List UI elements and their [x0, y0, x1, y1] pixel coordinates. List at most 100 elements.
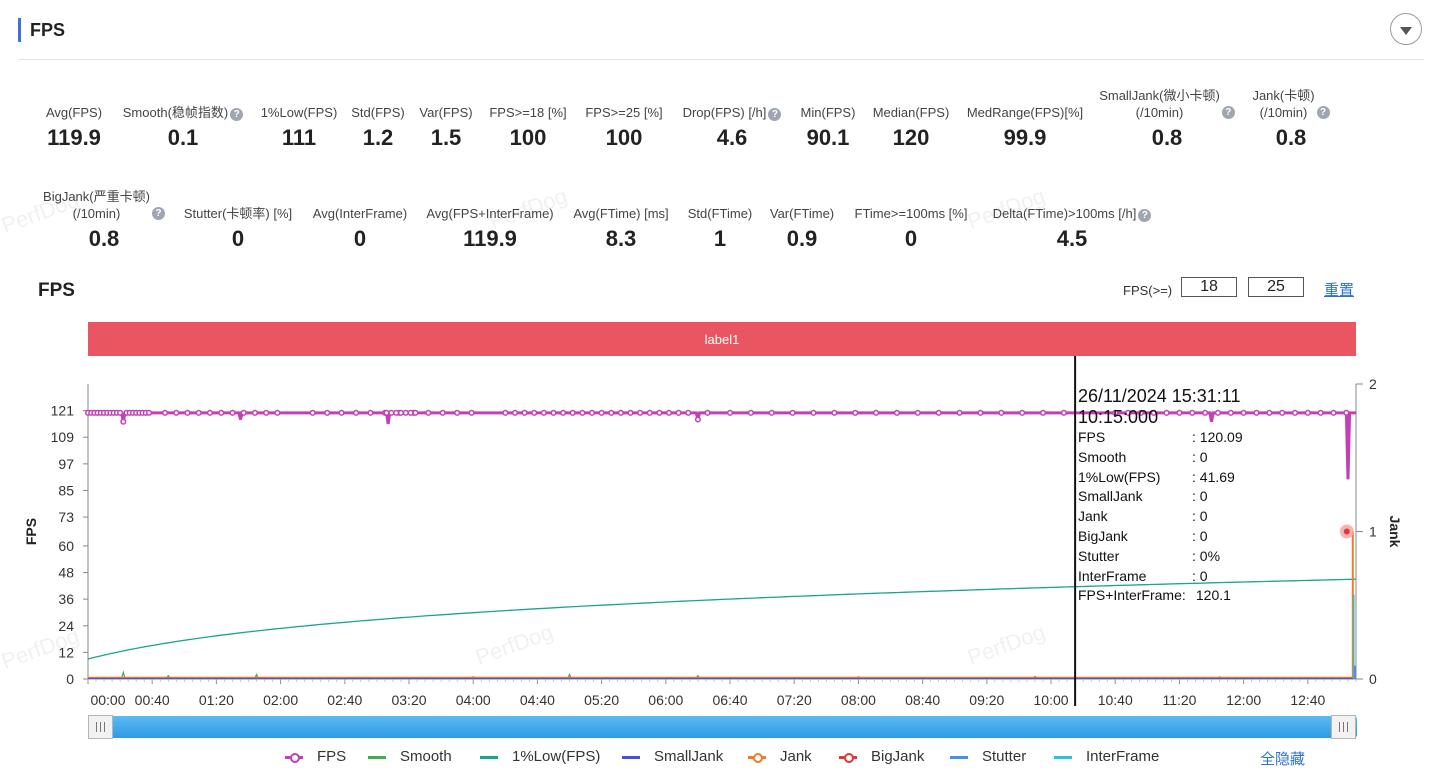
fps-data-point — [665, 409, 673, 416]
legend-label: InterFrame — [1086, 748, 1160, 765]
fps-data-point — [407, 409, 414, 416]
x-tick-label: 00:40 — [135, 692, 170, 708]
stat-label: FTime>=100ms [%] — [854, 206, 968, 221]
fps-data-point — [637, 409, 644, 416]
fps-threshold-input-2[interactable] — [1248, 277, 1304, 297]
legend-item-interframe[interactable]: InterFrame — [1054, 748, 1159, 765]
fps-data-point — [454, 409, 461, 416]
legend-item-1-low-fps-[interactable]: 1%Low(FPS) — [480, 748, 600, 765]
fps-data-point — [1189, 409, 1196, 416]
tooltip-key: SmallJank — [1078, 488, 1143, 505]
legend-item-bigjank[interactable]: BigJank — [839, 748, 924, 765]
zoom-slider-left-handle[interactable] — [88, 715, 113, 739]
fps-data-point — [1266, 409, 1273, 416]
stat-avg-interframe: Avg(InterFrame) 0 — [306, 188, 414, 252]
fps-data-point — [240, 409, 247, 416]
stat-value: 1.2 — [362, 125, 394, 150]
fps-data-point — [397, 409, 405, 416]
x-tick-label: 07:20 — [777, 692, 812, 708]
fps-data-point — [560, 409, 567, 416]
stat-label: Avg(InterFrame) — [312, 206, 408, 221]
help-icon[interactable]: ? — [1138, 209, 1152, 222]
chart-tooltip: 26/11/2024 15:31:11 10:15:000 FPS: 120.0… — [1078, 386, 1278, 606]
stat-label: Var(FTime) — [769, 206, 835, 221]
fps-data-point — [789, 409, 796, 416]
legend-swatch-icon — [748, 751, 766, 763]
fps-data-point — [161, 409, 169, 416]
tooltip-row: Smooth: 0 — [1078, 448, 1278, 468]
stat-value: 99.9 — [1003, 125, 1047, 150]
chart-series — [84, 356, 1357, 706]
stat-delta-ftime: Delta(FTime)>100ms [/h]? 4.5 — [984, 188, 1160, 252]
legend-swatch-icon — [839, 751, 857, 763]
reset-link[interactable]: 重置 — [1324, 282, 1355, 299]
legend-swatch-icon — [950, 751, 968, 763]
help-icon[interactable]: ? — [768, 108, 782, 121]
grip-icon — [1339, 722, 1348, 732]
legend-item-stutter[interactable]: Stutter — [950, 748, 1026, 765]
hide-all-link[interactable]: 全隐藏 — [1260, 751, 1306, 768]
x-tick-label: 08:00 — [841, 692, 876, 708]
stat-avg-ftime: Avg(FTime) [ms] 8.3 — [566, 188, 676, 252]
tooltip-value: : 41.69 — [1192, 468, 1235, 485]
collapse-button[interactable] — [1390, 13, 1422, 45]
fps-data-point — [656, 409, 663, 416]
help-icon[interactable]: ? — [1221, 106, 1235, 119]
fps-data-point — [324, 409, 331, 416]
y-axis-title: FPS — [23, 518, 39, 545]
stat-value: 119.9 — [463, 226, 517, 251]
legend-swatch-icon — [368, 751, 386, 763]
fps-threshold-input-1[interactable] — [1181, 277, 1237, 297]
fps-data-point — [747, 409, 754, 416]
fps-data-point — [263, 409, 270, 416]
label-bar[interactable]: label1 — [88, 322, 1356, 356]
legend-label: Smooth — [400, 748, 452, 765]
fps-data-point — [768, 409, 775, 416]
zoom-slider-track[interactable] — [88, 716, 1357, 738]
y2-tick-label: 0 — [1369, 671, 1377, 687]
legend-item-smalljank[interactable]: SmallJank — [622, 748, 723, 765]
fps-data-point — [1279, 409, 1286, 416]
fps-data-point — [195, 409, 202, 416]
tooltip-value: : 0 — [1192, 567, 1208, 584]
stat-min-fps: Min(FPS) 90.1 — [796, 87, 860, 151]
stat-value: 0 — [904, 226, 918, 251]
help-icon[interactable]: ? — [230, 108, 244, 121]
x-tick-label: 04:40 — [520, 692, 555, 708]
tooltip-row: 1%Low(FPS): 41.69 — [1078, 468, 1278, 488]
stat-label: Stutter(卡顿率) [%] — [183, 206, 293, 221]
y2-tick-label: 1 — [1369, 524, 1377, 540]
stat-value: 0 — [231, 226, 245, 251]
legend-item-smooth[interactable]: Smooth — [368, 748, 452, 765]
section-divider — [18, 59, 1424, 60]
fps-data-point — [956, 409, 963, 416]
zoom-slider-right-handle[interactable] — [1331, 715, 1356, 739]
tooltip-row: FPS: 120.09 — [1078, 428, 1278, 448]
x-tick-label: 11:20 — [1162, 692, 1196, 708]
help-icon[interactable]: ? — [151, 207, 165, 220]
fps-data-point — [810, 409, 817, 416]
stat-var-ftime: Var(FTime) 0.9 — [764, 188, 840, 252]
x-tick-label: 00:00 — [90, 692, 125, 708]
stat-value: 100 — [509, 125, 547, 150]
tooltip-key: Jank — [1078, 508, 1108, 525]
section-title: FPS — [18, 18, 65, 42]
stat-label: Std(FTime) — [687, 206, 753, 221]
tooltip-row: InterFrame : 0 — [1078, 567, 1278, 587]
legend-label: FPS — [317, 748, 347, 765]
fps-data-point — [402, 409, 409, 416]
fps-data-point — [1112, 409, 1119, 416]
fps-data-point — [511, 409, 518, 416]
stat-label: SmallJank(微小卡顿) (/10min) — [1099, 88, 1220, 120]
stat-value: 119.9 — [47, 125, 101, 150]
fps-data-point — [412, 409, 419, 416]
legend-item-jank[interactable]: Jank — [748, 748, 812, 765]
stat-label: FPS>=25 [%] — [585, 105, 663, 120]
help-icon[interactable]: ? — [1316, 106, 1330, 119]
legend-item-fps[interactable]: FPS — [285, 748, 346, 765]
tooltip-key: InterFrame — [1078, 567, 1147, 584]
fps-data-point — [1039, 409, 1047, 416]
tooltip-time: 26/11/2024 15:31:11 10:15:000 — [1078, 386, 1241, 427]
fps-data-point — [251, 409, 258, 416]
